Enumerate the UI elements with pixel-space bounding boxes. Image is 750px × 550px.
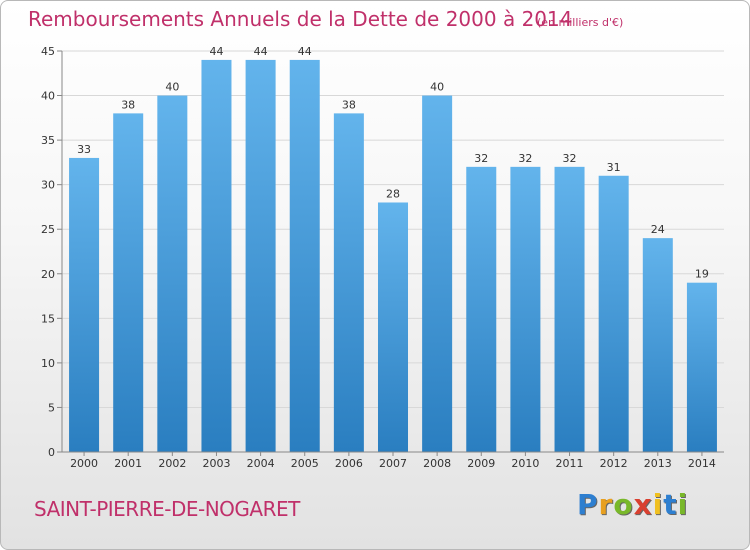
bar <box>245 59 276 453</box>
bar <box>157 95 188 453</box>
data-label: 33 <box>77 143 91 156</box>
bar <box>554 166 585 452</box>
bar <box>289 59 320 453</box>
x-tick-label: 2004 <box>247 457 275 470</box>
y-tick-label: 25 <box>41 223 55 236</box>
x-tick-label: 2002 <box>158 457 186 470</box>
bar <box>642 238 673 452</box>
y-tick-label: 40 <box>41 90 55 103</box>
bars: 33 38 40 44 44 44 38 28 40 32 32 32 31 24 19 <box>69 45 717 453</box>
axes: 0 5 10 15 20 25 30 35 40 45 2000 2001 2002 2003 2004 20… <box>41 45 724 470</box>
x-tick-label: 2010 <box>511 457 539 470</box>
bar <box>113 113 144 452</box>
x-tick-label: 2008 <box>423 457 451 470</box>
y-tick-label: 10 <box>41 357 55 370</box>
logo-letter: r <box>598 488 614 521</box>
x-tick-label: 2012 <box>600 457 628 470</box>
x-tick-label: 2005 <box>291 457 319 470</box>
data-label: 38 <box>342 98 356 111</box>
data-label: 19 <box>695 268 709 281</box>
data-label: 32 <box>563 152 577 165</box>
chart-title: Remboursements Annuels de la Dette de 20… <box>28 7 573 31</box>
data-label: 38 <box>121 98 135 111</box>
x-tick-label: 2007 <box>379 457 407 470</box>
y-tick-label: 5 <box>48 401 55 414</box>
x-tick-label: 2009 <box>467 457 495 470</box>
data-label: 28 <box>386 187 400 200</box>
x-tick-label: 2013 <box>644 457 672 470</box>
data-label: 32 <box>518 152 532 165</box>
bar <box>598 175 629 452</box>
chart-subtitle: (en milliers d'€) <box>537 16 624 29</box>
logo-letter: x <box>633 488 653 521</box>
y-tick-label: 20 <box>41 268 55 281</box>
bar <box>510 166 541 452</box>
logo-letter: i <box>652 488 664 521</box>
proxiti-logo[interactable]: Proxiti <box>577 488 688 521</box>
y-tick-label: 45 <box>41 45 55 58</box>
x-tick-label: 2001 <box>114 457 142 470</box>
x-tick-label: 2003 <box>202 457 230 470</box>
x-tick-label: 2011 <box>556 457 584 470</box>
x-tick-label: 2006 <box>335 457 363 470</box>
logo-letter: P <box>577 488 599 521</box>
logo-letter: o <box>613 488 634 521</box>
town-name: SAINT-PIERRE-DE-NOGARET <box>34 497 300 521</box>
bar <box>422 95 453 453</box>
bar <box>333 113 364 452</box>
data-label: 40 <box>165 81 179 94</box>
bar <box>201 59 232 453</box>
bar <box>466 166 497 452</box>
data-label: 24 <box>651 223 665 236</box>
y-tick-label: 30 <box>41 179 55 192</box>
logo-letter: t <box>663 488 678 521</box>
data-label: 44 <box>298 45 312 58</box>
data-label: 31 <box>607 161 621 174</box>
y-tick-label: 15 <box>41 312 55 325</box>
data-label: 44 <box>209 45 223 58</box>
data-label: 32 <box>474 152 488 165</box>
y-tick-label: 35 <box>41 134 55 147</box>
x-tick-label: 2014 <box>688 457 716 470</box>
bar <box>69 157 100 452</box>
bar <box>377 202 409 452</box>
data-label: 40 <box>430 81 444 94</box>
y-tick-label: 0 <box>48 446 55 459</box>
bar <box>686 282 717 452</box>
x-tick-label: 2000 <box>70 457 98 470</box>
data-label: 44 <box>254 45 268 58</box>
logo-letter: i <box>677 488 689 521</box>
